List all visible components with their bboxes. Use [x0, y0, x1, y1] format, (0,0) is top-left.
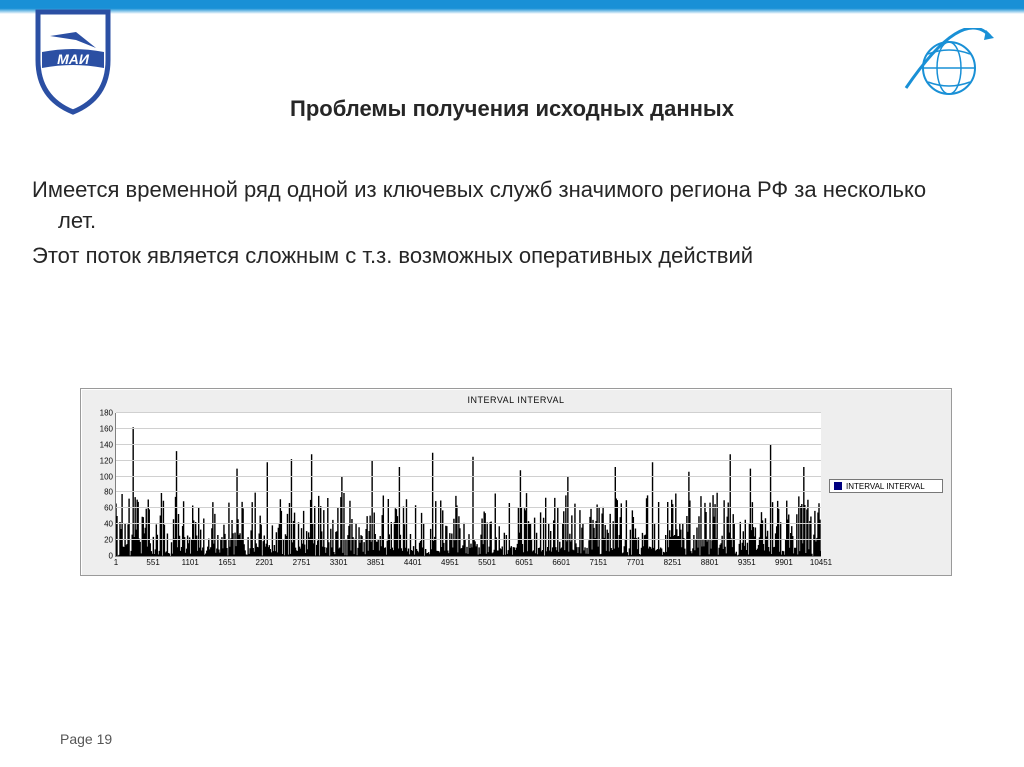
- page-number: Page 19: [60, 731, 112, 747]
- chart-plot-area: 0204060801001201401601801551110116512201…: [115, 413, 821, 557]
- paragraph-2: Этот поток является сложным с т.з. возмо…: [32, 241, 964, 272]
- chart-title: INTERVAL INTERVAL: [81, 389, 951, 405]
- logo-mai-text: МАИ: [57, 51, 90, 67]
- legend-swatch: [834, 482, 842, 490]
- body-text: Имеется временной ряд одной из ключевых …: [32, 175, 964, 275]
- legend-label: INTERVAL INTERVAL: [846, 482, 925, 491]
- page-title: Проблемы получения исходных данных: [0, 96, 1024, 122]
- chart-panel: INTERVAL INTERVAL 0204060801001201401601…: [80, 388, 952, 576]
- header-bar: [0, 0, 1024, 14]
- chart-legend: INTERVAL INTERVAL: [829, 479, 943, 493]
- logo-globe-icon: [904, 28, 994, 105]
- paragraph-1: Имеется временной ряд одной из ключевых …: [32, 175, 964, 237]
- chart-series-svg: [116, 413, 821, 556]
